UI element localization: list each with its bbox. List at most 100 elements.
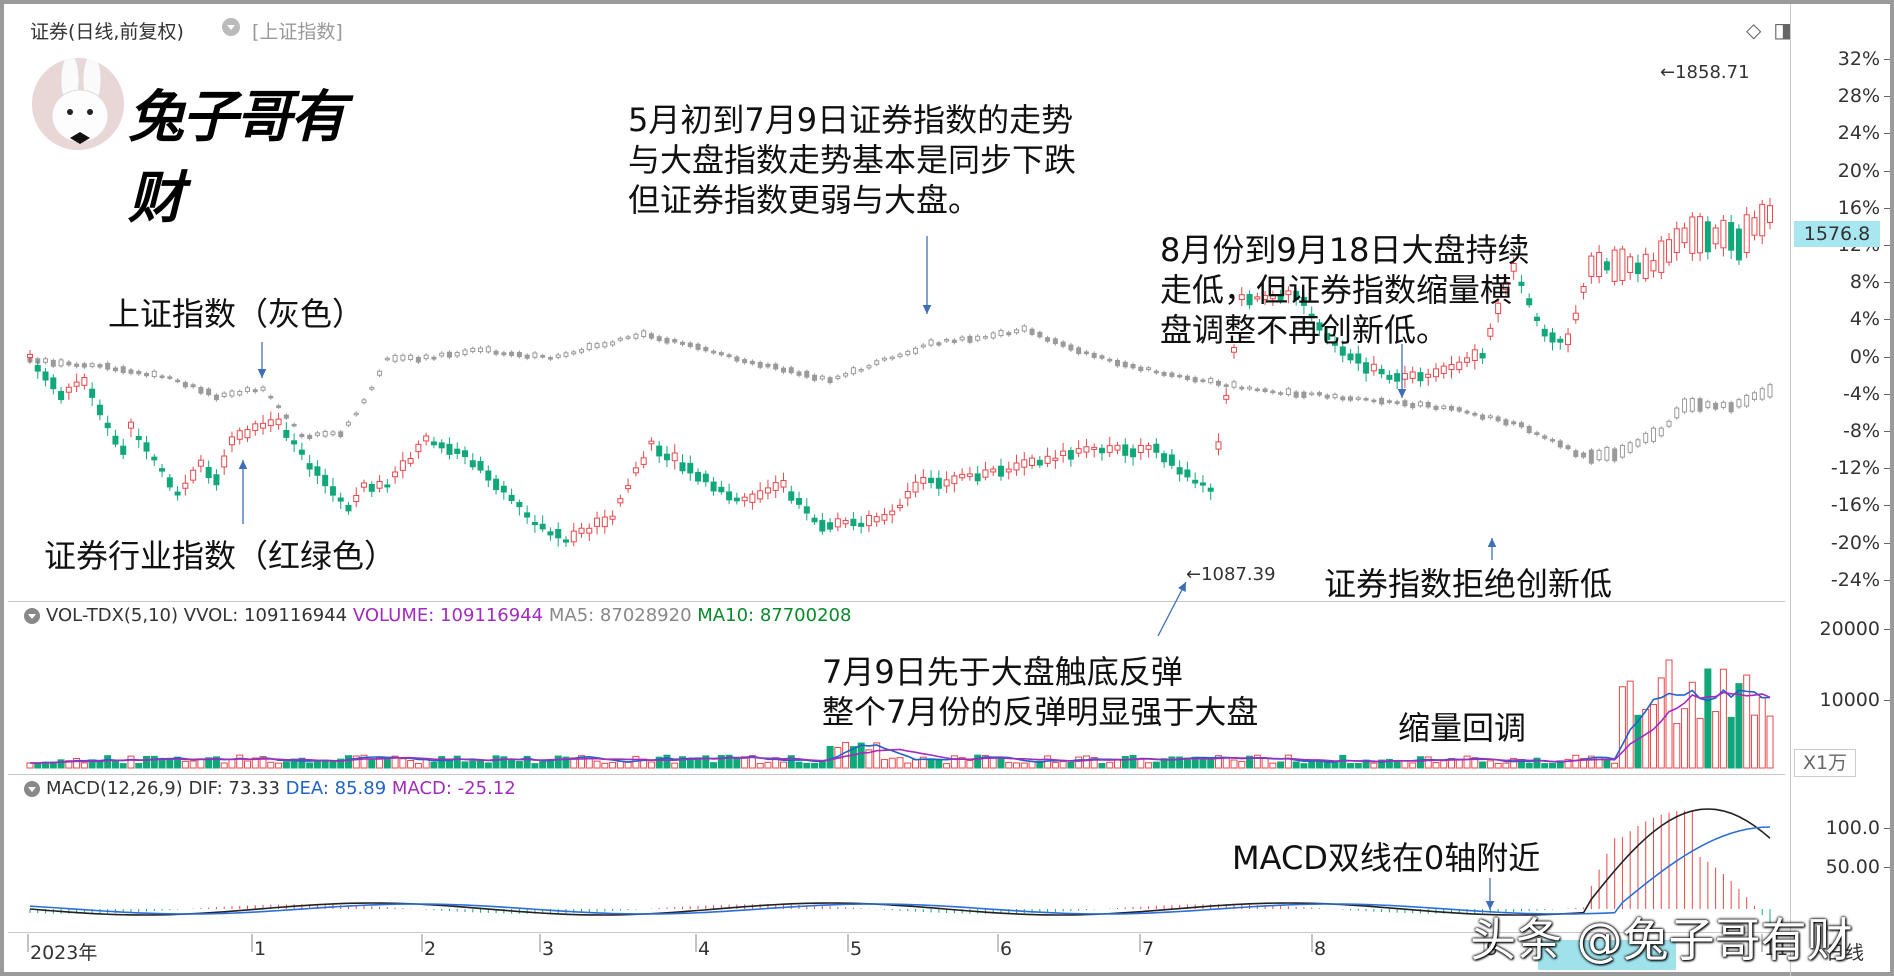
volume-bar <box>414 763 422 769</box>
volume-bar <box>399 758 407 769</box>
ma5-value: MA5: 87028920 <box>548 605 692 626</box>
sector-candle <box>50 377 57 390</box>
sector-candle <box>1067 450 1074 460</box>
date-axis-tick: 5 <box>850 938 863 960</box>
sector-candle <box>749 493 756 503</box>
index-candle <box>711 350 717 354</box>
index-candle <box>672 339 678 343</box>
volume-bar <box>111 760 119 769</box>
index-candle <box>198 387 204 394</box>
sector-candle <box>1728 222 1735 251</box>
volume-bar <box>554 755 562 769</box>
index-candle <box>602 342 608 348</box>
sector-candle <box>306 463 313 470</box>
sector-candle <box>267 419 274 427</box>
diamond-icon[interactable]: ◇ <box>1746 18 1762 42</box>
index-candle <box>1122 361 1128 368</box>
index-candle <box>850 367 856 375</box>
sector-candle <box>1339 346 1346 356</box>
vol-name[interactable]: VOL-TDX(5,10) <box>46 605 179 626</box>
volume-bar <box>1712 711 1720 769</box>
volume-bar <box>321 760 329 769</box>
volume-bar <box>344 755 352 769</box>
index-candle <box>990 332 996 339</box>
sector-candle <box>213 474 220 486</box>
index-candle <box>1355 397 1361 400</box>
sector-candle <box>1215 441 1222 450</box>
index-candle <box>283 414 289 419</box>
sector-candle <box>65 386 72 393</box>
index-candle <box>144 373 150 377</box>
volume-bar <box>267 761 275 769</box>
index-candle <box>1472 412 1478 416</box>
price-axis-tick: -8% <box>1790 420 1890 442</box>
sector-candle <box>298 449 305 455</box>
overlay-index-label[interactable]: [上证指数] <box>252 21 343 43</box>
index-candle <box>1456 407 1462 412</box>
index-candle <box>221 392 227 397</box>
security-title[interactable]: 证券(日线,前复权) <box>30 21 184 43</box>
indicator-menu-icon[interactable] <box>24 781 40 797</box>
index-candle <box>633 333 639 339</box>
volume-bar <box>1013 762 1021 769</box>
sector-candle <box>570 530 577 543</box>
sector-candle <box>151 456 158 461</box>
vvol-value: VVOL: 109116944 <box>183 605 348 626</box>
sector-candle <box>1293 290 1300 301</box>
index-candle <box>944 339 950 342</box>
volume-bar <box>1028 761 1036 769</box>
volume-bar <box>593 760 601 769</box>
volume-bar <box>741 756 749 769</box>
sector-candle <box>174 491 181 496</box>
index-candle <box>1736 399 1742 408</box>
index-candle <box>120 366 126 374</box>
arrow-sector-head <box>238 460 248 470</box>
sector-candle <box>81 376 88 386</box>
sector-candle <box>1440 365 1447 374</box>
sector-candle <box>586 527 593 534</box>
sector-candle <box>889 510 896 516</box>
volume-bar <box>1292 761 1300 769</box>
sector-candle <box>1487 327 1494 337</box>
volume-bar <box>492 755 500 769</box>
annotation-macd-zero: MACD双线在0轴附近 <box>1232 839 1541 877</box>
sector-candle <box>850 518 857 527</box>
index-candle <box>835 375 841 379</box>
annotation-aug-sep: 8月份到9月18日大盘持续 走低，但证券指数缩量横 盘调整不再创新低。 <box>1160 231 1530 349</box>
index-candle <box>1697 398 1703 412</box>
chevron-down-icon[interactable] <box>222 18 240 36</box>
index-candle <box>951 339 957 343</box>
sector-candle <box>1231 347 1238 353</box>
volume-bar <box>391 755 399 769</box>
sector-candle <box>718 486 725 493</box>
index-candle <box>1573 450 1579 457</box>
volume-bar <box>974 754 982 769</box>
index-candle <box>1650 427 1656 442</box>
index-candle <box>742 359 748 364</box>
macd_axis-tick: 50.00 <box>1790 856 1890 878</box>
sector-candle <box>1479 352 1486 359</box>
indicator-menu-icon[interactable] <box>24 608 40 624</box>
macd-name[interactable]: MACD(12,26,9) <box>46 778 183 799</box>
volume-bar <box>873 742 881 769</box>
panel-toggle-icon[interactable]: ◨ <box>1773 18 1793 42</box>
sector-candle <box>990 468 997 473</box>
volume-bar <box>943 763 951 769</box>
index-candle <box>555 354 561 358</box>
sector-candle <box>648 440 655 445</box>
sector-candle <box>361 482 368 488</box>
sector-candle <box>1137 444 1144 453</box>
index-candle <box>330 431 336 436</box>
index-candle <box>1239 386 1245 390</box>
sector-candle <box>1386 374 1393 380</box>
sector-candle <box>493 478 500 491</box>
arrow-may-july-head <box>922 304 932 314</box>
separator-macd-xaxis <box>8 932 1785 933</box>
sector-candle <box>89 388 96 398</box>
sector-candle <box>260 422 267 429</box>
volume-bar <box>1479 761 1487 769</box>
candlestick-chart[interactable]: ←1858.71 ←1087.39 <box>4 4 1894 980</box>
volume-bar <box>1253 754 1261 769</box>
sector-candle <box>1199 482 1206 486</box>
sector-candle <box>609 515 616 520</box>
